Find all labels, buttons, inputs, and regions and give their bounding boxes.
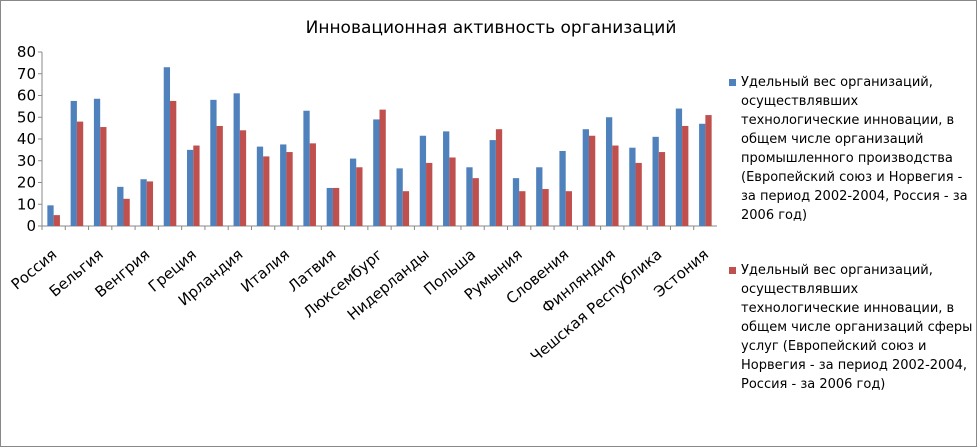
bar (495, 129, 503, 226)
bar (140, 179, 147, 226)
bar (123, 198, 130, 226)
bar (70, 100, 77, 226)
bar (705, 115, 712, 226)
y-tick-label: 50 (17, 108, 36, 126)
bar (582, 129, 589, 226)
bar (542, 189, 549, 226)
bar (286, 152, 293, 226)
bar (76, 121, 84, 226)
bar (349, 158, 357, 226)
bar (233, 93, 240, 226)
bar (373, 119, 380, 226)
bar (332, 187, 340, 226)
bar (93, 98, 101, 226)
bar (303, 110, 310, 226)
bar (629, 147, 636, 226)
bar (396, 168, 403, 226)
legend-swatch (729, 79, 736, 86)
bar (100, 127, 107, 226)
y-tick-label: 80 (17, 43, 36, 61)
bar (426, 162, 433, 226)
bar (682, 125, 689, 226)
bar (326, 187, 333, 226)
bar (605, 117, 613, 226)
x-tick-label: Италия (237, 245, 293, 296)
bar (635, 162, 642, 226)
bar (519, 191, 526, 226)
y-tick-label: 30 (17, 152, 36, 170)
bar (216, 125, 223, 226)
bar (559, 150, 566, 226)
bar (170, 100, 177, 226)
bar (658, 152, 666, 226)
y-tick-label: 60 (17, 87, 36, 105)
chart-title: Инновационная активность организаций (306, 18, 677, 38)
bar (512, 178, 520, 226)
bar (699, 123, 706, 226)
bar (675, 108, 683, 226)
bar (163, 67, 171, 226)
bar (146, 181, 154, 226)
bar (356, 167, 363, 226)
bar (309, 143, 316, 226)
bar (47, 205, 54, 226)
bar (379, 109, 386, 226)
bar (565, 191, 572, 226)
legend-label: Удельный вес организаций, осуществлявших… (741, 263, 973, 392)
bar (280, 144, 287, 226)
bar (402, 191, 410, 226)
bar (419, 135, 427, 226)
y-tick-label: 70 (17, 65, 36, 83)
bar (588, 135, 596, 226)
bar (449, 157, 456, 226)
bar (652, 136, 659, 226)
bar (263, 156, 270, 226)
bar (443, 131, 450, 226)
bar (612, 145, 619, 226)
bar (489, 140, 496, 226)
y-tick-label: 0 (26, 217, 36, 235)
bar (536, 167, 543, 226)
y-tick-label: 20 (17, 174, 36, 192)
y-tick-label: 10 (17, 195, 36, 213)
bar (53, 215, 60, 226)
bar (193, 145, 200, 226)
bar (256, 146, 264, 226)
bar (239, 130, 247, 226)
bar (117, 186, 124, 226)
bar (187, 149, 194, 226)
y-tick-label: 40 (17, 130, 36, 148)
bar (210, 99, 217, 226)
bar (466, 167, 473, 226)
legend-label: Удельный вес организаций, осуществлявших… (741, 75, 968, 223)
bar (472, 178, 479, 226)
legend-swatch (729, 267, 736, 274)
